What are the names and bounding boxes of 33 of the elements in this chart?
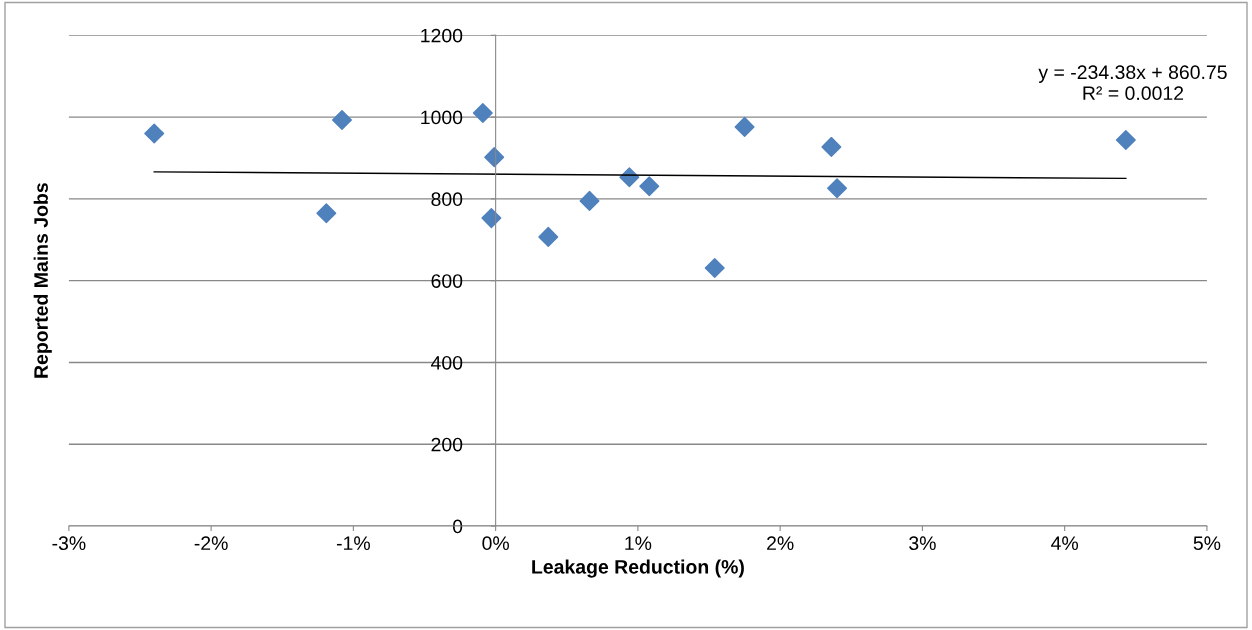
x-tick-label: -3%	[52, 536, 86, 551]
x-axis-title: Leakage Reduction (%)	[532, 559, 744, 578]
point	[1115, 129, 1136, 150]
annotation: y = -234.38x + 860.75 R² = 0.0012	[1038, 65, 1227, 101]
x-tick-label: 0%	[482, 536, 509, 551]
x-tick-label: 1%	[625, 536, 652, 550]
y-tick-label: 400	[431, 355, 463, 370]
y-tick-label: 1000	[421, 110, 463, 125]
point	[331, 109, 353, 130]
point	[538, 226, 559, 247]
x-tick-label: 5%	[1193, 536, 1221, 551]
x-tick-label: 3%	[909, 536, 936, 551]
y-tick-label: 800	[431, 192, 463, 207]
point	[639, 176, 660, 197]
point	[704, 257, 725, 278]
y-tick-label: 200	[431, 437, 463, 452]
y-tick-label: 1200	[421, 28, 463, 43]
point	[734, 116, 755, 137]
x-tick-label: -1%	[336, 536, 370, 550]
point	[316, 203, 337, 224]
x-tick-label: -2%	[194, 536, 228, 550]
point	[144, 123, 165, 144]
point	[579, 190, 600, 211]
point	[827, 178, 848, 199]
point	[472, 102, 493, 123]
y-axis-title: Reported Mains Jobs	[33, 183, 52, 378]
point	[481, 208, 502, 229]
point	[821, 136, 842, 157]
y-tick-label: 600	[431, 274, 463, 288]
x-tick-label: 2%	[767, 536, 794, 550]
point	[484, 147, 505, 168]
y-tick-label: 0	[452, 519, 463, 534]
x-tick-label: 4%	[1051, 536, 1079, 550]
